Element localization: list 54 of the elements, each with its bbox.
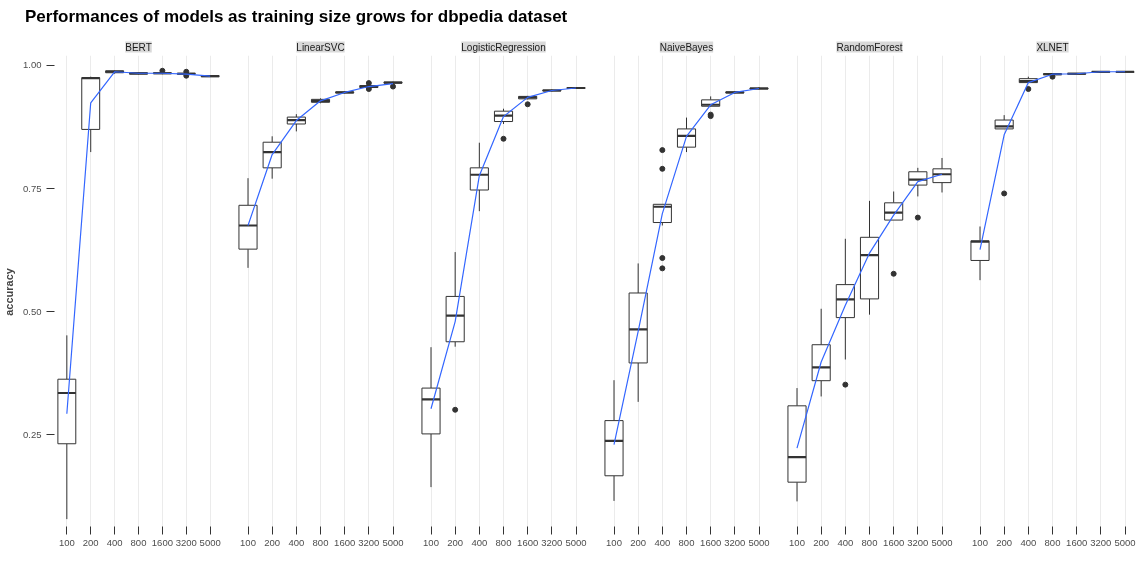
chart-subtitle: LogisticRegression	[461, 41, 546, 53]
x-tick-label: 800	[312, 536, 329, 548]
x-tick-label: 5000	[931, 536, 953, 548]
x-tick-label: 100	[789, 536, 805, 548]
x-tick-label: 200	[630, 536, 647, 548]
x-tick-label: 1600	[517, 536, 539, 548]
x-tick-label: 200	[82, 536, 99, 548]
y-tick-label: 0.75	[23, 182, 42, 194]
x-tick-label: 100	[606, 536, 622, 548]
y-tick-label: 0.25	[23, 428, 42, 440]
x-tick-label: 200	[447, 536, 464, 548]
x-tick-label: 1600	[700, 536, 722, 548]
chart-subtitle: XLNET	[1036, 41, 1069, 53]
x-tick-label: 100	[423, 536, 439, 548]
x-tick-label: 3200	[907, 536, 929, 548]
x-tick-label: 400	[654, 536, 671, 548]
x-tick-label: 5000	[1114, 536, 1136, 548]
x-tick-label: 400	[837, 536, 854, 548]
x-tick-label: 100	[240, 536, 256, 548]
y-axis-title: accuracy	[3, 267, 16, 316]
x-tick-label: 3200	[358, 536, 380, 548]
x-tick-label: 800	[1044, 536, 1061, 548]
x-tick-label: 100	[972, 536, 988, 548]
x-tick-label: 1600	[1066, 536, 1088, 548]
x-tick-label: 200	[264, 536, 281, 548]
x-tick-label: 800	[861, 536, 878, 548]
x-tick-label: 5000	[382, 536, 404, 548]
x-tick-label: 200	[813, 536, 830, 548]
x-tick-label: 400	[1020, 536, 1037, 548]
chart-subtitle: LinearSVC	[296, 41, 345, 53]
x-tick-label: 1600	[151, 536, 173, 548]
chart-subtitle: BERT	[125, 41, 152, 53]
x-tick-label: 5000	[199, 536, 221, 548]
y-tick-label: 0.50	[23, 305, 42, 317]
x-tick-label: 100	[58, 536, 75, 548]
x-tick-label: 400	[106, 536, 123, 548]
x-tick-label: 800	[678, 536, 695, 548]
x-tick-label: 3200	[175, 536, 197, 548]
x-tick-label: 800	[495, 536, 512, 548]
y-tick-label: 1.00	[23, 59, 42, 71]
x-tick-label: 5000	[565, 536, 587, 548]
x-tick-label: 3200	[724, 536, 746, 548]
x-tick-label: 800	[130, 536, 147, 548]
chart-subtitle: NaiveBayes	[659, 41, 714, 53]
text: Performances of models as training size grows for dbpedia dataset	[25, 6, 568, 28]
x-tick-label: 5000	[748, 536, 770, 548]
x-tick-label: 400	[288, 536, 305, 548]
x-tick-label: 1600	[334, 536, 356, 548]
x-tick-label: 400	[471, 536, 488, 548]
x-tick-label: 1600	[883, 536, 905, 548]
x-tick-label: 200	[996, 536, 1013, 548]
x-tick-label: 3200	[541, 536, 563, 548]
x-tick-label: 3200	[1090, 536, 1112, 548]
chart-subtitle: RandomForest	[836, 41, 903, 53]
